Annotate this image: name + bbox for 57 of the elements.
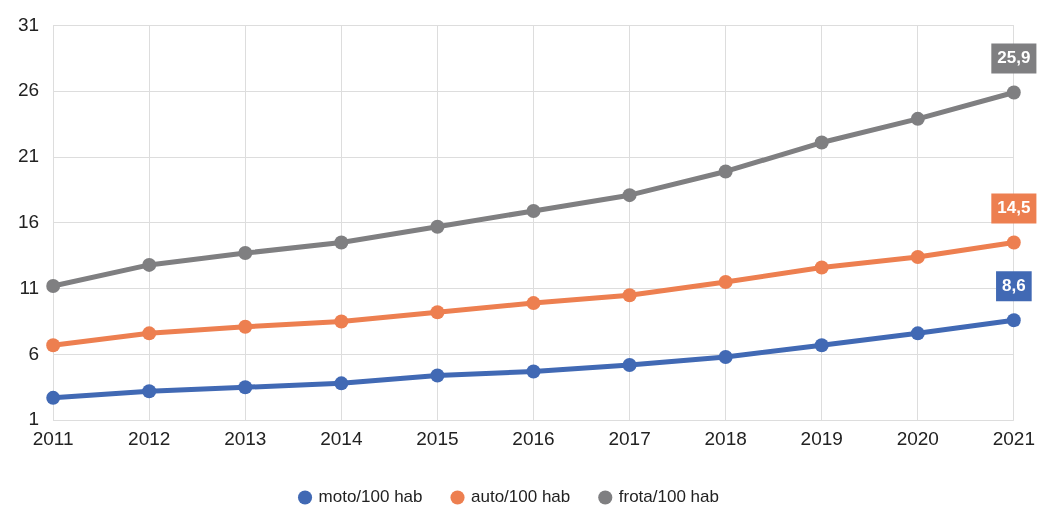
x-tick-label: 2017	[608, 427, 651, 449]
point	[814, 135, 829, 150]
point	[910, 111, 925, 126]
y-tick-label: 26	[17, 79, 40, 101]
point	[238, 380, 253, 395]
point	[142, 384, 157, 399]
point	[46, 338, 61, 353]
x-tick-label: 2012	[128, 427, 171, 449]
point	[430, 368, 445, 383]
point	[814, 260, 829, 275]
point	[334, 376, 349, 391]
point	[910, 250, 925, 265]
point	[622, 288, 637, 303]
x-tick-label: 2016	[512, 427, 555, 449]
point	[718, 275, 733, 290]
y-tick-label: 16	[17, 211, 40, 233]
point	[142, 326, 157, 341]
point	[46, 278, 61, 293]
point	[622, 188, 637, 203]
y-tick-label: 31	[17, 13, 40, 35]
data-label: 8,6	[1002, 275, 1026, 295]
point	[46, 390, 61, 405]
legend-label: auto/100 hab	[471, 487, 571, 507]
point	[1006, 85, 1021, 100]
x-tick-label: 2020	[896, 427, 939, 449]
point	[718, 350, 733, 365]
x-tick-label: 2018	[704, 427, 747, 449]
x-tick-label: 2011	[32, 427, 74, 449]
point	[238, 246, 253, 261]
y-tick-label: 1	[28, 408, 40, 430]
point	[334, 314, 349, 329]
x-tick-label: 2021	[992, 427, 1036, 449]
y-tick-label: 11	[19, 276, 40, 298]
legend-label: frota/100 hab	[618, 487, 719, 507]
point	[526, 203, 541, 218]
data-label: 25,9	[997, 48, 1031, 68]
point	[1006, 313, 1021, 328]
point	[142, 257, 157, 272]
x-tick-label: 2013	[224, 427, 267, 449]
y-tick-label: 6	[28, 342, 40, 364]
legend-label: moto/100 hab	[318, 487, 423, 507]
point	[910, 326, 925, 341]
point	[238, 319, 253, 334]
x-tick-label: 2019	[800, 427, 843, 449]
data-label: 14,5	[997, 198, 1031, 218]
y-tick-label: 21	[17, 145, 40, 167]
point	[814, 338, 829, 353]
point	[718, 164, 733, 179]
point	[526, 296, 541, 311]
point	[334, 235, 349, 250]
point	[430, 305, 445, 320]
point	[622, 357, 637, 372]
point	[430, 219, 445, 234]
point	[526, 364, 541, 379]
point	[1006, 235, 1021, 250]
x-tick-label: 2015	[416, 427, 459, 449]
x-tick-label: 2014	[320, 427, 363, 449]
